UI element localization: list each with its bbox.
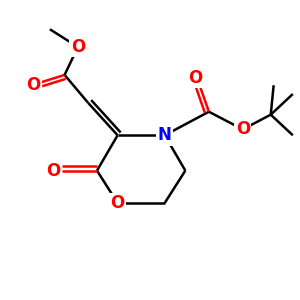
Text: O: O — [71, 38, 85, 56]
Text: O: O — [236, 120, 250, 138]
Text: O: O — [110, 194, 125, 212]
Text: O: O — [27, 76, 41, 94]
Text: O: O — [188, 69, 203, 87]
Text: N: N — [158, 126, 172, 144]
Text: O: O — [46, 162, 60, 180]
